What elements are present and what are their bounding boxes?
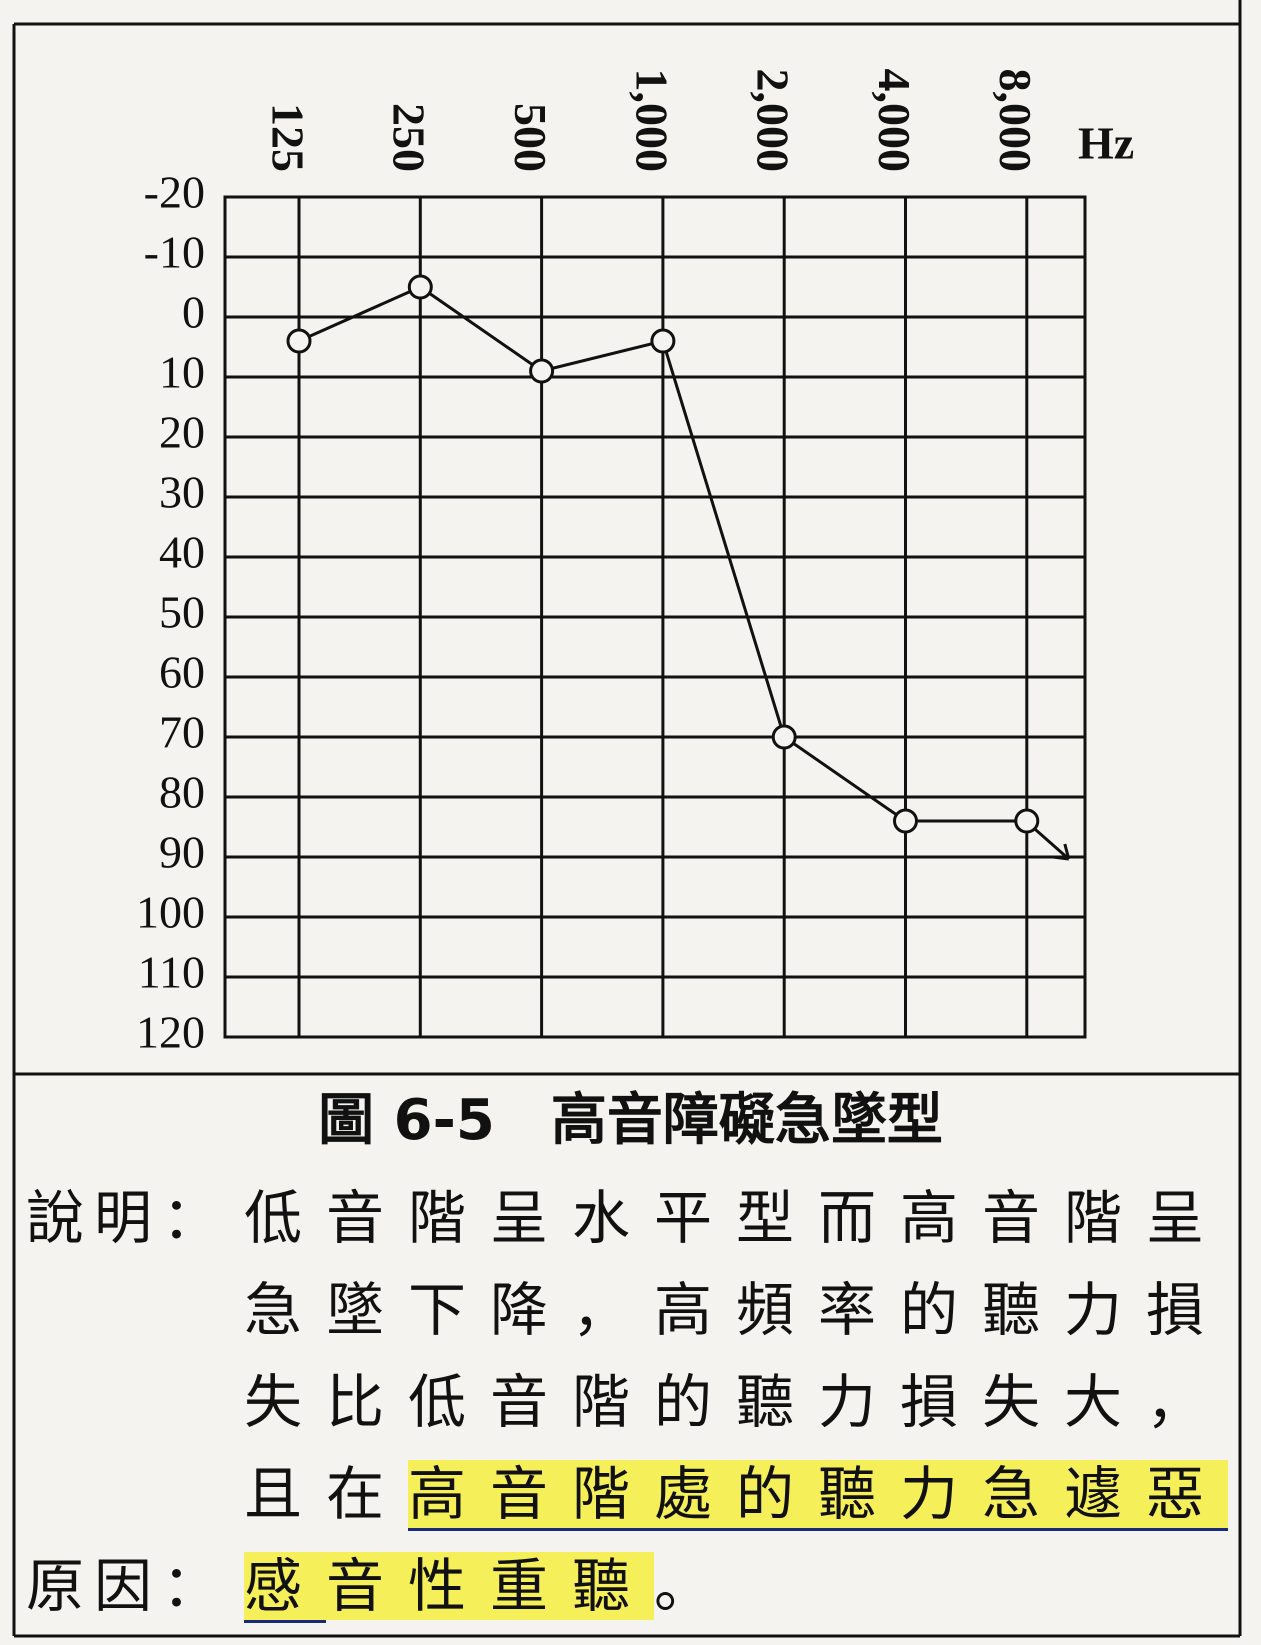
y-tick-label: 100 (136, 887, 205, 938)
y-tick-label: 20 (159, 407, 205, 458)
y-tick-label: 90 (159, 827, 205, 878)
data-point (407, 274, 433, 300)
arrow-head (1052, 843, 1071, 861)
x-unit: Hz (1078, 118, 1134, 169)
x-tick-label: 125 (262, 103, 313, 172)
data-point (286, 328, 312, 354)
data-point (893, 808, 918, 834)
data-point (1014, 808, 1040, 834)
x-tick-label: 1,000 (626, 69, 677, 173)
x-tick-label: 4,000 (869, 69, 920, 173)
reason: 感音性重聽。 (244, 1540, 736, 1632)
y-tick-label: 50 (159, 587, 205, 638)
no-response-arrow (1033, 827, 1070, 861)
y-tick-label: 30 (159, 467, 205, 518)
x-tick-label: 8,000 (990, 69, 1041, 173)
y-tick-label: 10 (159, 347, 205, 398)
y-tick-label: 120 (136, 1007, 205, 1058)
y-tick-label: 80 (159, 767, 205, 818)
reason-label: 原因： (26, 1552, 231, 1620)
x-tick-label: 2,000 (748, 69, 799, 173)
y-tick-label: 60 (159, 647, 205, 698)
data-point (650, 328, 676, 354)
y-tick-label: 70 (159, 707, 205, 758)
frame (12, 0, 1242, 1638)
description-label: 說明： (26, 1184, 231, 1252)
description-text: 低音階呈水平型而高音階呈急墜下降，高頻率的聽力損失比低音階的聽力損失大，且在 (244, 1184, 1229, 1528)
x-tick-label: 500 (505, 103, 556, 172)
y-tick-label: 110 (138, 947, 205, 998)
y-tick-label: 0 (182, 287, 205, 338)
y-tick-label: 40 (159, 527, 205, 578)
y-tick-label: -10 (144, 227, 205, 278)
reason-highlight: 感音性重聽 (244, 1552, 655, 1620)
reason-end: 。 (654, 1552, 737, 1620)
y-tick-label: -20 (144, 167, 205, 218)
x-tick-label: 250 (384, 103, 435, 172)
data-point (771, 724, 797, 750)
caption: 圖 6-5 高音障礙急墜型 (318, 1088, 943, 1153)
data-point (529, 358, 555, 384)
